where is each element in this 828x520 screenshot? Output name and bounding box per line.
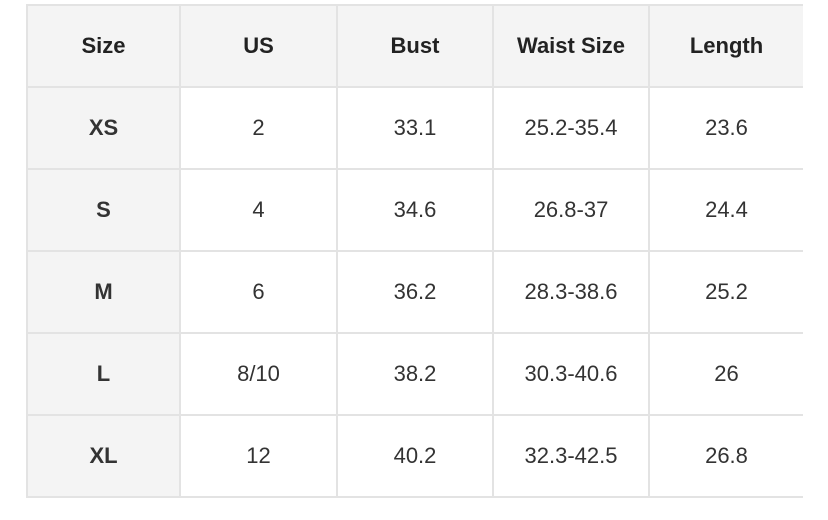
header-row: Size US Bust Waist Size Length [26,4,803,88]
cell-length: 26.8 [648,414,803,498]
table-row: M 6 36.2 28.3-38.6 25.2 [26,250,803,334]
cell-us: 12 [179,414,338,498]
header-waist-size: Waist Size [492,4,650,88]
cell-bust: 34.6 [336,168,494,252]
cell-size: M [26,250,181,334]
cell-bust: 38.2 [336,332,494,416]
cell-size: XS [26,86,181,170]
header-us: US [179,4,338,88]
table-row: S 4 34.6 26.8-37 24.4 [26,168,803,252]
cell-length: 25.2 [648,250,803,334]
cell-size: S [26,168,181,252]
table-row: XS 2 33.1 25.2-35.4 23.6 [26,86,803,170]
cell-bust: 36.2 [336,250,494,334]
cell-waist-size: 30.3-40.6 [492,332,650,416]
cell-waist-size: 32.3-42.5 [492,414,650,498]
cell-us: 4 [179,168,338,252]
cell-size: XL [26,414,181,498]
cell-waist-size: 25.2-35.4 [492,86,650,170]
header-size: Size [26,4,181,88]
cell-waist-size: 28.3-38.6 [492,250,650,334]
cell-size: L [26,332,181,416]
table-row: L 8/10 38.2 30.3-40.6 26 [26,332,803,416]
cell-length: 23.6 [648,86,803,170]
cell-us: 8/10 [179,332,338,416]
header-bust: Bust [336,4,494,88]
size-chart-table: Size US Bust Waist Size Length XS 2 33.1 25… [26,4,803,498]
table-row: XL 12 40.2 32.3-42.5 26.8 [26,414,803,498]
cell-us: 2 [179,86,338,170]
cell-bust: 40.2 [336,414,494,498]
header-length: Length [648,4,803,88]
cell-bust: 33.1 [336,86,494,170]
cell-waist-size: 26.8-37 [492,168,650,252]
cell-length: 26 [648,332,803,416]
cell-length: 24.4 [648,168,803,252]
cell-us: 6 [179,250,338,334]
